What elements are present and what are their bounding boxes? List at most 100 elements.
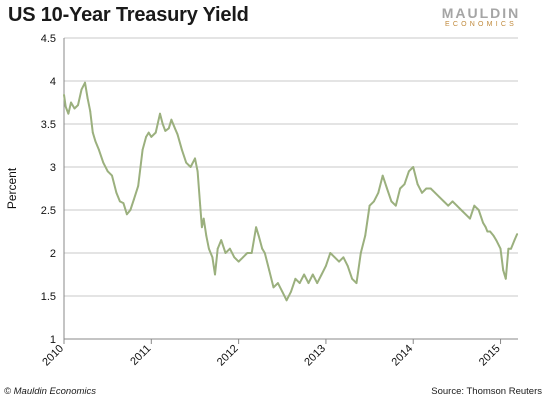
data-point bbox=[154, 131, 157, 134]
y-tick-label: 2.5 bbox=[41, 205, 56, 217]
data-point bbox=[294, 277, 297, 280]
data-point bbox=[368, 204, 371, 207]
data-point bbox=[201, 226, 203, 229]
data-point bbox=[447, 204, 450, 207]
data-point bbox=[386, 187, 388, 190]
data-point bbox=[403, 183, 406, 186]
data-point bbox=[214, 273, 216, 276]
data-point bbox=[507, 247, 510, 250]
data-point bbox=[316, 282, 319, 284]
data-point bbox=[482, 222, 484, 224]
data-point bbox=[303, 273, 305, 276]
copyright-note: © Mauldin Economics bbox=[4, 386, 97, 397]
data-point bbox=[80, 88, 83, 91]
data-point bbox=[246, 252, 249, 254]
y-tick-label: 4.5 bbox=[41, 33, 56, 45]
x-tick-label: 2010 bbox=[40, 343, 66, 369]
data-point bbox=[89, 110, 92, 112]
data-point bbox=[492, 234, 495, 237]
data-point bbox=[311, 273, 314, 276]
data-point bbox=[228, 247, 231, 250]
data-point bbox=[513, 239, 516, 242]
y-axis-title: Percent bbox=[5, 167, 19, 209]
data-point bbox=[373, 200, 375, 203]
data-point bbox=[460, 209, 463, 211]
data-point bbox=[102, 161, 105, 164]
data-point bbox=[122, 202, 125, 205]
data-point bbox=[399, 187, 402, 190]
logo-subtitle: ECONOMICS bbox=[445, 21, 517, 28]
data-point bbox=[277, 282, 279, 284]
data-point bbox=[161, 123, 164, 125]
data-point bbox=[298, 282, 301, 284]
y-tick-label: 3.5 bbox=[41, 119, 56, 131]
data-point bbox=[429, 187, 432, 190]
data-point bbox=[129, 209, 132, 211]
data-point bbox=[257, 234, 260, 237]
data-point bbox=[489, 230, 491, 233]
source-note: Source: Thomson Reuters bbox=[431, 386, 542, 397]
data-point bbox=[381, 174, 384, 177]
data-point bbox=[320, 273, 323, 276]
data-point bbox=[224, 252, 227, 254]
data-point bbox=[176, 133, 179, 136]
data-point bbox=[84, 81, 86, 84]
data-point bbox=[77, 104, 79, 106]
data-point bbox=[451, 200, 454, 203]
data-point bbox=[106, 170, 109, 173]
data-point bbox=[220, 239, 223, 242]
y-tick-label: 4 bbox=[50, 76, 56, 88]
data-point bbox=[469, 217, 471, 220]
data-point bbox=[150, 136, 153, 138]
x-tick-label: 2013 bbox=[302, 343, 328, 369]
data-point bbox=[307, 282, 310, 284]
data-point bbox=[351, 277, 354, 280]
data-point bbox=[516, 233, 519, 235]
data-point bbox=[510, 247, 512, 250]
data-point bbox=[86, 97, 89, 100]
data-point bbox=[67, 112, 70, 115]
data-point bbox=[442, 200, 445, 203]
data-point bbox=[64, 105, 67, 108]
x-tick-label: 2012 bbox=[215, 343, 241, 369]
chart-title: US 10-Year Treasury Yield bbox=[8, 4, 249, 26]
y-tick-label: 3 bbox=[50, 162, 56, 174]
data-point bbox=[189, 166, 192, 168]
data-point bbox=[268, 269, 271, 272]
data-point bbox=[115, 191, 118, 194]
chart-axes bbox=[63, 38, 518, 344]
data-point bbox=[438, 196, 441, 199]
data-point bbox=[199, 204, 202, 207]
data-point bbox=[180, 148, 183, 151]
data-point bbox=[272, 286, 275, 289]
data-point bbox=[325, 265, 327, 267]
data-point bbox=[421, 191, 423, 194]
data-point bbox=[434, 191, 436, 194]
data-point bbox=[196, 170, 199, 173]
data-point bbox=[137, 185, 140, 187]
data-point bbox=[132, 198, 135, 201]
data-point bbox=[499, 247, 502, 250]
tick-labels: 1 1.5 2 2.5 3 3.5 4 4.5 2010 2011 2012 2013 2014 2015 bbox=[40, 33, 502, 368]
data-point bbox=[473, 204, 476, 207]
data-point bbox=[407, 170, 410, 173]
data-point bbox=[359, 252, 362, 254]
data-point bbox=[202, 217, 205, 220]
data-point bbox=[167, 127, 170, 130]
data-point bbox=[205, 234, 208, 237]
x-tick-label: 2014 bbox=[390, 343, 416, 369]
data-point bbox=[233, 256, 236, 259]
data-point bbox=[73, 107, 76, 110]
data-point bbox=[486, 230, 489, 233]
data-point bbox=[147, 131, 150, 134]
data-point bbox=[255, 226, 257, 229]
data-point bbox=[94, 140, 97, 143]
data-point bbox=[394, 204, 397, 207]
data-point bbox=[173, 127, 176, 130]
data-point bbox=[125, 213, 128, 216]
data-point bbox=[237, 260, 240, 263]
data-point bbox=[98, 148, 100, 151]
x-tick-label: 2015 bbox=[477, 343, 503, 369]
x-tick-label: 2011 bbox=[128, 343, 153, 368]
series-line bbox=[63, 81, 519, 302]
